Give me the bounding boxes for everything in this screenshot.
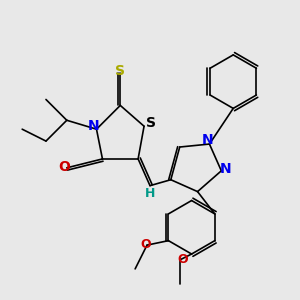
Text: H: H xyxy=(145,187,155,200)
Text: O: O xyxy=(140,238,151,251)
Text: S: S xyxy=(115,64,125,78)
Text: N: N xyxy=(202,134,214,148)
Text: O: O xyxy=(58,160,70,174)
Text: N: N xyxy=(220,162,232,176)
Text: O: O xyxy=(177,253,188,266)
Text: N: N xyxy=(88,119,99,133)
Text: S: S xyxy=(146,116,156,130)
